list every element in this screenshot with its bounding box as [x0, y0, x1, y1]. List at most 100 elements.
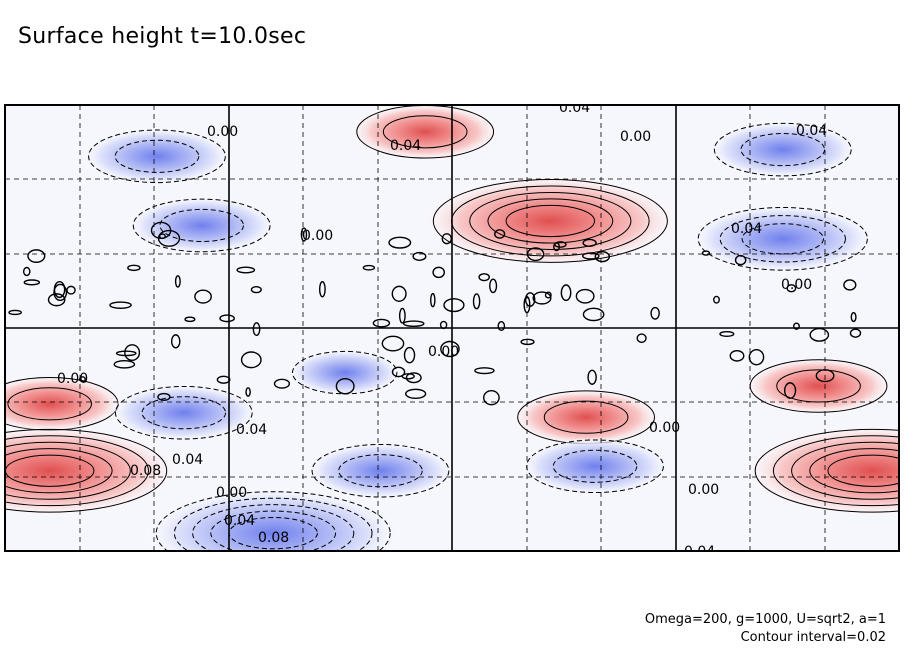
zero-contour [713, 295, 720, 304]
zero-contour [582, 307, 605, 322]
contour-line [159, 208, 244, 242]
contour-label: 0.00 [781, 277, 812, 293]
parameter-note: Omega=200, g=1000, U=sqrt2, a=1 [644, 612, 886, 627]
contour-label: 0.04 [684, 544, 715, 560]
zero-contour [53, 280, 66, 299]
contour-line [155, 491, 391, 551]
zero-contour [391, 285, 407, 302]
contour-label: 0.00 [207, 124, 238, 140]
positive-anomaly [510, 388, 663, 447]
contour-label: 0.04 [731, 221, 762, 237]
contour-label: 0.00 [302, 228, 333, 244]
contour-line [192, 504, 355, 551]
contour-label: 0.08 [258, 530, 289, 546]
contour-line [754, 428, 899, 513]
contour-line [382, 115, 468, 149]
contour-line [543, 400, 629, 434]
negative-anomaly [125, 196, 278, 255]
zero-contour [115, 350, 137, 357]
zero-contour [404, 388, 427, 399]
contour-labels: 0.04 0.00 0.04 0.00 0.04 0.00 0.04 0.00 … [57, 105, 827, 560]
zero-contour [430, 292, 436, 308]
contour-line [505, 204, 596, 238]
zero-contour [27, 249, 46, 263]
zero-contour [412, 251, 427, 261]
zero-contour [729, 349, 745, 362]
zero-contour [127, 264, 141, 272]
negative-anomaly [107, 383, 260, 442]
plot-area: 0.04 0.00 0.04 0.00 0.04 0.00 0.04 0.00 … [5, 105, 899, 560]
zero-contour [124, 344, 141, 362]
zero-contour [388, 236, 412, 249]
zero-contour [23, 279, 41, 286]
zero-contour [318, 280, 326, 298]
contour-line [827, 454, 899, 487]
contour-label: 0.00 [57, 371, 88, 387]
plot-frame [4, 104, 900, 552]
zero-contour [184, 316, 196, 323]
zero-contour [783, 382, 797, 399]
negative-anomaly [304, 441, 457, 500]
zero-contour [472, 293, 481, 310]
zero-contour [273, 378, 291, 389]
zero-contour [194, 289, 212, 304]
negative-anomaly [80, 127, 233, 186]
zero-contour [793, 322, 800, 330]
zero-contour [250, 285, 262, 294]
negative-anomaly [688, 204, 877, 274]
zero-contour [252, 322, 261, 337]
zero-contour [432, 266, 446, 279]
contour-label: 0.04 [796, 123, 827, 139]
zero-contour [850, 312, 857, 323]
positive-anomaly [349, 105, 502, 161]
zero-contour [650, 306, 660, 320]
contour-line [5, 441, 131, 500]
zero-contour [849, 328, 862, 338]
zero-contour [300, 227, 308, 242]
zero-contour [53, 283, 68, 302]
contour-line [210, 510, 337, 551]
zero-contour [216, 375, 231, 384]
contour-label: 0.00 [688, 482, 719, 498]
contour-line [487, 198, 614, 244]
zero-contour [372, 318, 391, 328]
contour-label: 0.00 [620, 129, 651, 145]
zero-contour [22, 266, 31, 277]
contour-line [697, 206, 868, 271]
zero-contour [109, 301, 132, 310]
zero-contour [786, 284, 797, 293]
contour-label: 0.08 [130, 463, 161, 479]
zero-contour [236, 266, 256, 274]
contour-line [338, 454, 423, 488]
contour-line [772, 435, 899, 507]
contour-line [5, 428, 168, 513]
contour-line [432, 179, 668, 263]
contour-line [740, 133, 826, 167]
zero-contour [701, 250, 711, 256]
zero-contour [403, 346, 416, 364]
contour-line [713, 122, 852, 177]
zero-contour [440, 340, 460, 358]
negative-anomaly [286, 349, 403, 397]
zero-contour [245, 387, 251, 397]
zero-contour [582, 252, 600, 260]
zero-contour [748, 348, 765, 366]
zero-contour [587, 369, 597, 385]
contour-line [7, 387, 92, 421]
zero-contour [113, 360, 136, 369]
zero-contour [174, 275, 181, 288]
zero-contour [381, 335, 405, 352]
zero-contour [544, 291, 552, 299]
negative-anomaly [706, 120, 859, 179]
zero-contour [398, 307, 406, 324]
zero-contour [482, 389, 500, 406]
zero-contour [443, 298, 465, 313]
contour-label: 0.00 [428, 344, 459, 360]
zero-contour [843, 279, 857, 291]
contour-interval-note: Contour interval=0.02 [740, 630, 886, 645]
negative-anomaly [143, 487, 404, 551]
zero-contour [402, 320, 425, 327]
contour-line [132, 198, 271, 253]
contour-line [141, 396, 227, 430]
contour-line [719, 215, 846, 263]
